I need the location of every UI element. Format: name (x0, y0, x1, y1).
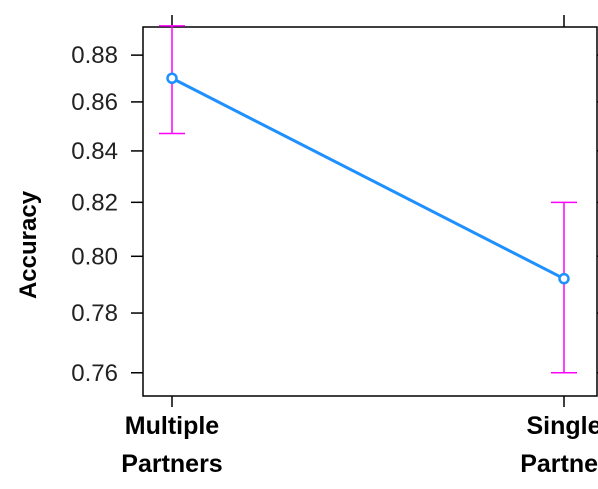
y-tick-label: 0.76 (71, 360, 118, 387)
y-tick-label: 0.78 (71, 300, 118, 327)
error-bars (159, 25, 577, 374)
y-tick-label: 0.80 (71, 243, 118, 270)
y-tick-label: 0.82 (71, 189, 118, 216)
series-line (171, 76, 565, 280)
data-point (166, 72, 178, 84)
data-points (166, 72, 570, 285)
x-tick-label: Single Partner (520, 412, 598, 478)
series-lines (171, 76, 565, 280)
y-tick-label: 0.84 (71, 138, 118, 165)
x-tick-label-line: Partners (121, 450, 222, 478)
x-tick-label-line: Single (526, 412, 598, 440)
data-point (558, 272, 570, 285)
x-tick-label: Multiple Partners (121, 412, 222, 478)
plot-frame (142, 26, 598, 397)
x-bottom-ticks (171, 396, 565, 407)
y-tick-label: 0.88 (71, 42, 118, 69)
y-tick-label: 0.86 (71, 89, 118, 116)
x-tick-label-line: Multiple (125, 412, 220, 440)
y-tick-labels: 0.76 0.78 0.80 0.82 0.84 0.86 0.88 (71, 42, 118, 387)
y-axis-title: Accuracy (15, 190, 42, 299)
x-tick-label-line: Partner (520, 450, 598, 478)
x-top-ticks (171, 15, 565, 27)
x-tick-labels: Multiple Partners Single Partner (121, 412, 598, 478)
y-left-ticks (131, 54, 143, 374)
